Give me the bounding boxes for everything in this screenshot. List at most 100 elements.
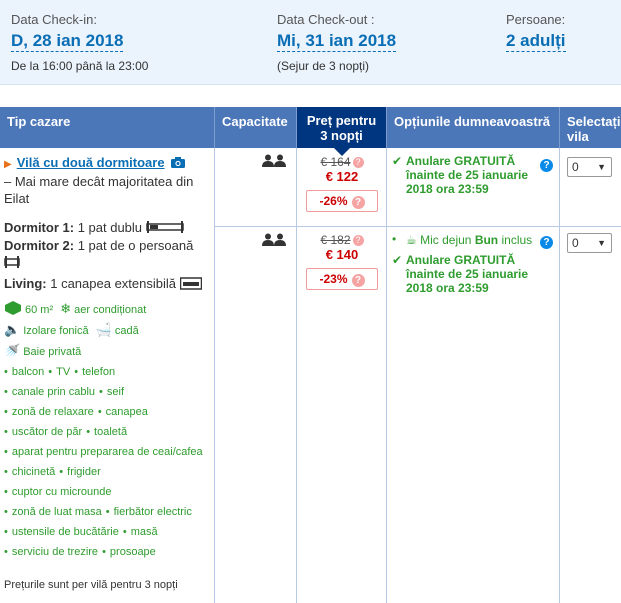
bedroom-2: Dormitor 2: 1 pat de o persoană [4,237,210,255]
facility-item: cuptor cu microunde [11,486,112,498]
facility-item: aparat pentru prepararea de ceai/cafea [11,446,203,458]
area-value: 60 m² [25,304,54,316]
bullet-icon: • [4,466,8,478]
col-divider [559,148,560,603]
facility-row: • ustensile de bucătărie • masă [4,522,210,542]
bullet-icon: • [105,506,110,518]
info-icon[interactable]: ? [540,159,553,172]
col-divider [386,148,387,603]
bullet-icon: • [4,386,8,398]
col-divider [296,148,297,603]
capacity-people-icon [262,233,286,250]
room-quantity-select-1[interactable]: 0 ▼ [567,157,612,177]
header-capacity: Capacitate [215,107,297,148]
facilities-top: 60 m² ❄ aer condiționat [4,299,210,320]
checkin-date[interactable]: D, 28 ian 2018 [11,31,124,52]
area-icon [4,299,22,319]
facility-item: serviciu de trezire [11,546,99,558]
header-price: Preț pentru 3 nopți [297,107,387,156]
room-name-link[interactable]: Vilă cu două dormitoare [16,155,165,170]
bath-label: cadă [114,325,139,337]
chevron-down-icon: ▼ [597,162,606,172]
facility-row: • aparat pentru prepararea de ceai/cafea [4,442,210,462]
new-price-2: € 140 [325,247,359,262]
discount-info-icon[interactable]: ? [351,274,365,287]
facility-row: • uscător de păr • toaletă [4,422,210,442]
facility-item: frigider [67,466,101,478]
bullet-icon: • [4,446,8,458]
facility-list: • balcon • TV • telefon • canale prin cablu • sei… [4,362,210,562]
bedroom-2-label: Dormitor 2: [4,238,75,253]
room-quantity-select-2[interactable]: 0 ▼ [567,233,612,253]
options-2: • ☕ Mic dejun Bun inclus ✔ Anulare GRATUI… [392,232,552,301]
free-cancel-2: ✔ Anulare GRATUITĂ înainte de 25 ianuarie… [392,253,529,295]
facility-row: • serviciu de trezire • prosoape [4,542,210,562]
guests-value[interactable]: 2 adulți [506,31,566,52]
expand-arrow-icon: ▶ [4,159,12,170]
row-divider [214,226,621,227]
ac-label: aer condiționat [74,304,147,316]
bullet-icon: • [4,406,8,418]
bedroom-1-value: 1 pat dublu [77,220,143,235]
bullet-icon: • [392,232,397,246]
bedroom-2-value: 1 pat de o persoană [77,238,194,253]
facility-item: telefon [82,366,116,378]
facility-item: balcon [11,366,45,378]
price-box-2: € 182? € 140 -23%? [297,233,387,290]
living-room: Living: 1 canapea extensibilă [4,275,210,293]
facility-row: • canale prin cablu • seif [4,382,210,402]
price-info-icon[interactable]: ? [352,235,364,246]
facility-item: canale prin cablu [11,386,96,398]
bullet-icon: • [4,486,8,498]
facility-item: seif [106,386,125,398]
facilities-row-2: 🔈 Izolare fonică 🛁 cadă [4,320,210,341]
checkin-block: Data Check-in: D, 28 ian 2018 De la 16:0… [11,12,148,73]
checkin-hours: De la 16:00 până la 23:00 [11,59,149,73]
living-label: Living: [4,276,47,291]
bullet-icon: • [48,366,53,378]
bathtub-icon: 🛁 [95,322,112,337]
private-bath-label: Baie privată [23,346,82,358]
check-icon: ✔ [392,154,403,168]
camera-icon[interactable] [171,157,186,168]
bullet-icon: • [99,386,103,398]
old-price-2: € 182? [297,233,387,247]
header-options: Opțiunile dumneavoastră [387,107,560,148]
info-icon[interactable]: ? [540,236,553,249]
bullet-icon: • [122,526,127,538]
discount-badge-2[interactable]: -23%? [306,268,378,290]
bullet-icon: • [4,366,8,378]
breakfast-included: • ☕ Mic dejun Bun inclus [392,232,533,247]
price-info-icon[interactable]: ? [352,157,364,168]
room-description: – Mai mare decât majoritatea din Eilat [4,174,194,206]
soundproof-label: Izolare fonică [23,325,89,337]
facility-item: fierbător electric [113,506,192,518]
table-header: Tip cazare Capacitate Preț pentru 3 nopț… [0,107,621,156]
bullet-icon: • [4,546,8,558]
double-bed-icon [145,221,184,233]
checkin-label: Data Check-in: [11,12,97,27]
price-box-1: € 164? € 122 -26%? [297,155,387,212]
facility-item: prosoape [109,546,156,558]
facility-row: • zonă de relaxare • canapea [4,402,210,422]
bullet-icon: • [59,466,64,478]
facility-item: canapea [105,406,148,418]
shower-icon: 🚿 [4,343,21,358]
coffee-icon: ☕ [406,233,417,247]
new-price-1: € 122 [325,169,359,184]
speaker-icon: 🔈 [4,322,21,337]
check-icon: ✔ [392,253,403,267]
checkout-date[interactable]: Mi, 31 ian 2018 [277,31,397,52]
bedroom-1: Dormitor 1: 1 pat dublu [4,219,210,237]
discount-badge-1[interactable]: -26%? [306,190,378,212]
snowflake-icon: ❄ [60,301,72,316]
bullet-icon: • [86,426,91,438]
discount-info-icon[interactable]: ? [351,196,365,209]
bullet-icon: • [4,506,8,518]
living-value: 1 canapea extensibilă [50,276,176,291]
facility-item: uscător de păr [11,426,83,438]
facilities-row-3: 🚿 Baie privată [4,341,210,362]
facility-row: • zonă de luat masa • fierbător electric [4,502,210,522]
free-cancel-1: ✔ Anulare GRATUITĂ înainte de 25 ianuarie… [392,154,529,196]
bullet-icon: • [74,366,79,378]
